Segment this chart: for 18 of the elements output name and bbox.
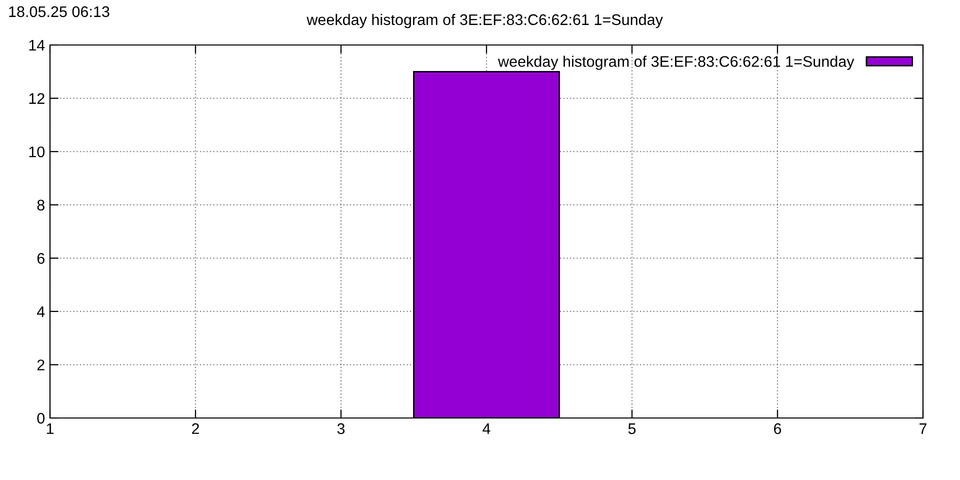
y-tick-label: 4: [36, 306, 45, 317]
chart-title: weekday histogram of 3E:EF:83:C6:62:61 1=Sunday: [306, 14, 663, 28]
x-tick-label: 7: [920, 423, 926, 434]
y-tick-label: 10: [29, 146, 45, 158]
x-tick-label: 5: [628, 423, 636, 434]
y-tick-label: 6: [37, 253, 44, 264]
x-tick-label: 4: [482, 423, 490, 434]
x-tick-label: 2: [192, 423, 199, 434]
y-tick-label: 8: [37, 200, 44, 211]
y-tick-label: 0: [37, 412, 45, 424]
y-tick-label: 12: [29, 93, 44, 104]
x-tick-label: 1: [46, 423, 54, 434]
x-tick-label: 6: [774, 423, 782, 434]
y-tick-label: 2: [37, 360, 44, 370]
text: 18.05.25 06:13: [9, 6, 110, 18]
legend-label: weekday histogram of 3E:EF:83:C6:62:61 1=Sunday: [498, 56, 854, 70]
y-tick-label: 14: [29, 40, 45, 51]
x-tick-label: 3: [337, 423, 345, 434]
